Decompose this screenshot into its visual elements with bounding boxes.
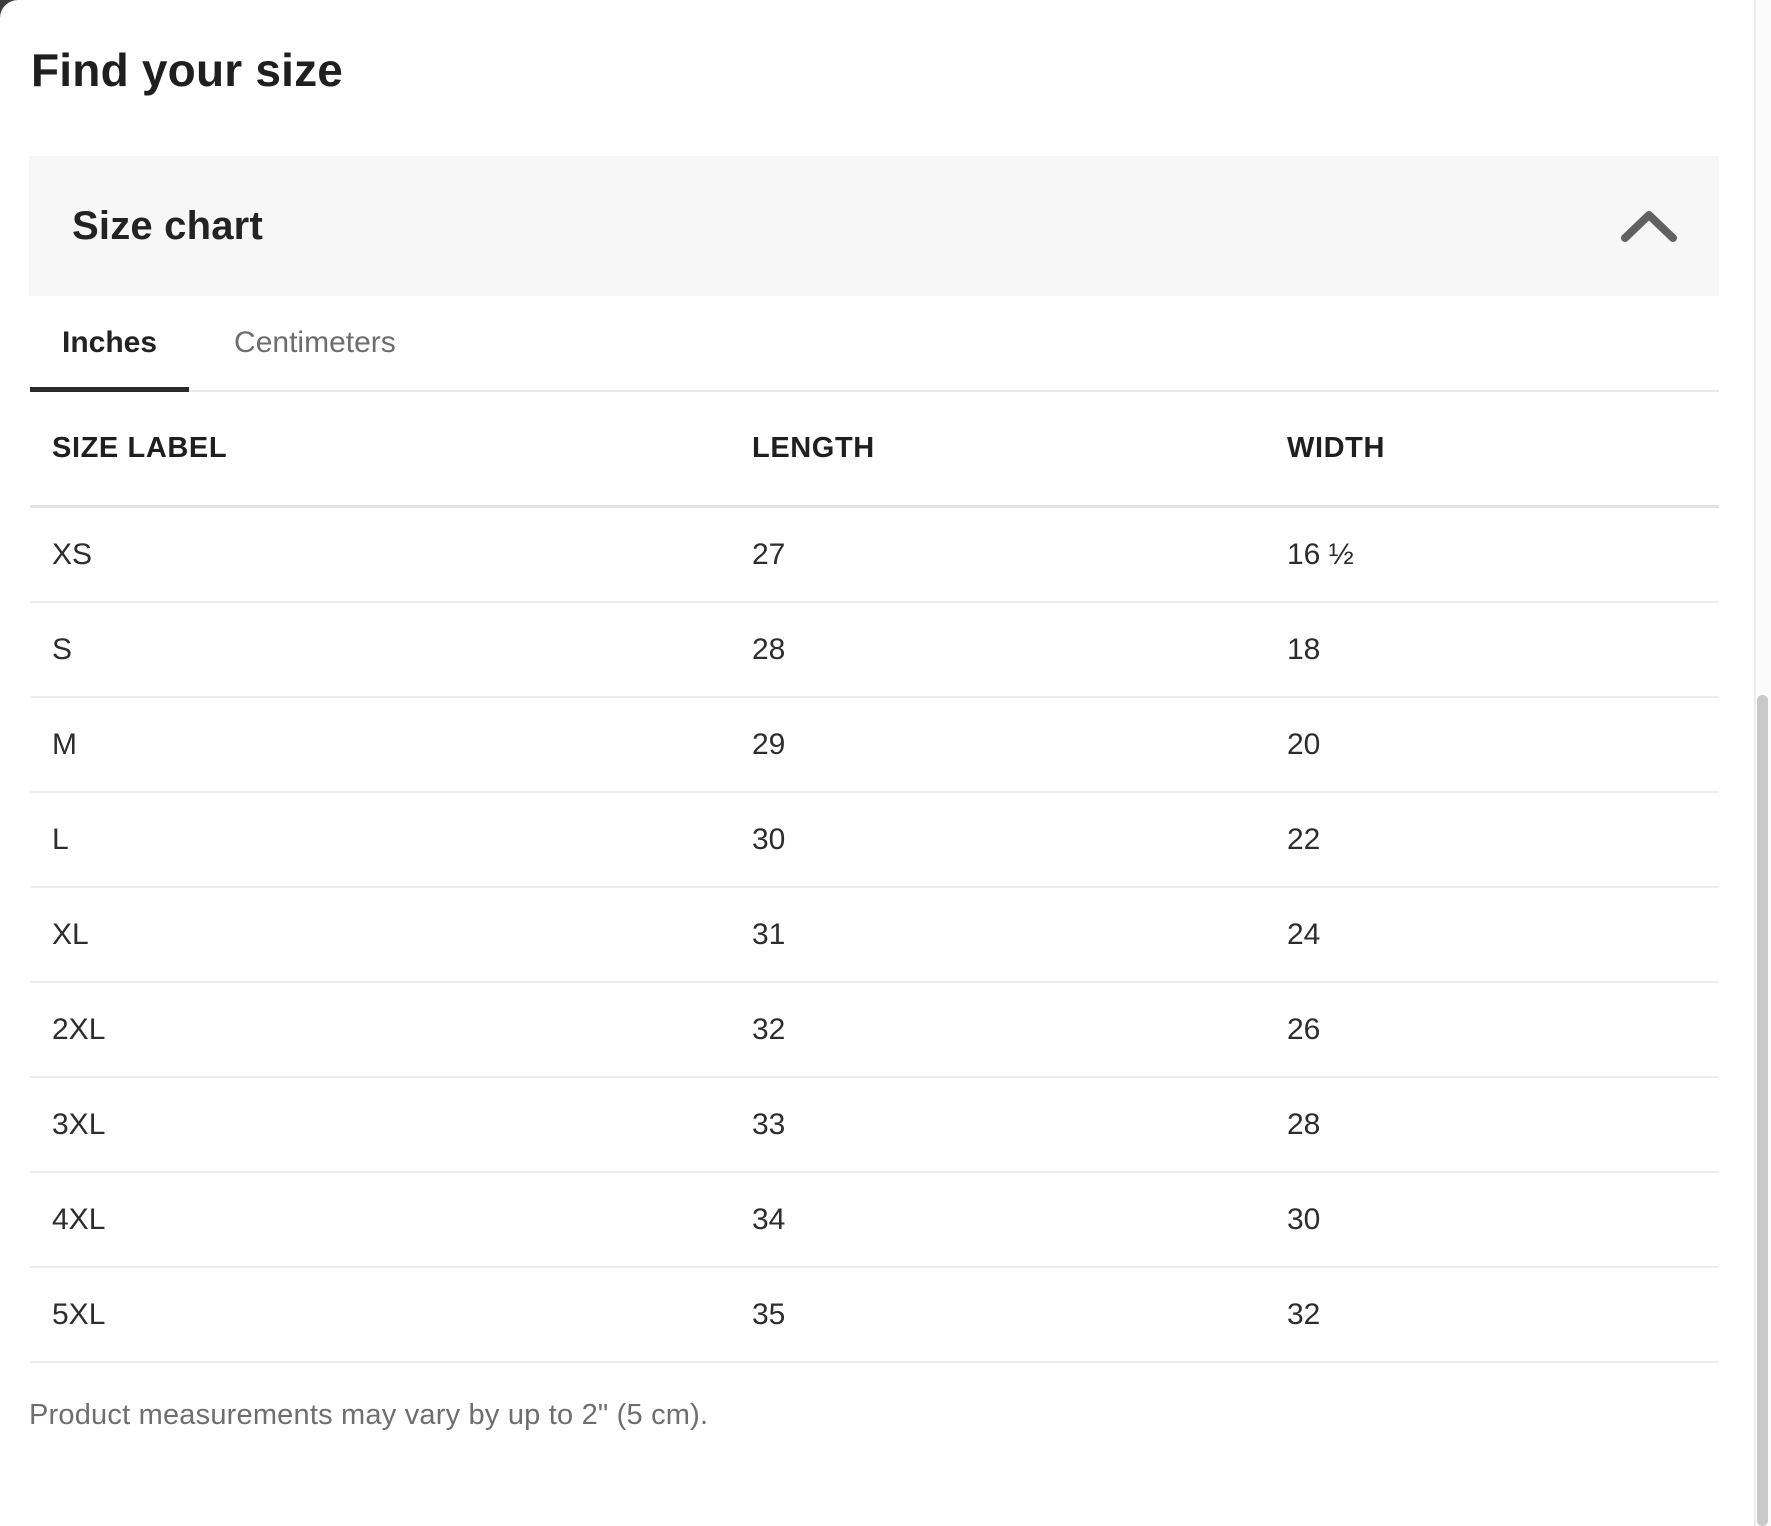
table-cell: 5XL [52, 1297, 106, 1331]
table-cell: 34 [752, 1202, 786, 1236]
table-cell: 2XL [52, 1012, 106, 1046]
table-cell: XS [52, 537, 93, 571]
table-cell: 32 [1287, 1297, 1321, 1331]
table-cell: 33 [752, 1107, 786, 1141]
table-cell: 3XL [52, 1107, 106, 1141]
table-row: XL 31 24 [30, 888, 1719, 984]
table-row: S 28 18 [30, 603, 1719, 699]
table-cell: 32 [752, 1012, 786, 1046]
table-row: XS 27 16 ½ [30, 508, 1719, 604]
column-header: SIZE LABEL [52, 432, 228, 465]
table-cell: S [52, 632, 73, 666]
column-header: LENGTH [752, 432, 875, 465]
table-row: 4XL 34 30 [30, 1173, 1719, 1269]
table-cell: 4XL [52, 1202, 106, 1236]
table-cell: L [52, 822, 69, 856]
table-cell: 22 [1287, 822, 1321, 856]
table-cell: XL [52, 917, 89, 951]
table-cell: 20 [1287, 727, 1321, 761]
accordion-title: Size chart [72, 203, 263, 248]
tab-centimeters[interactable]: Centimeters [234, 326, 396, 360]
chevron-up-icon [1620, 207, 1678, 245]
table-row: M 29 20 [30, 698, 1719, 794]
table-cell: 18 [1287, 632, 1321, 666]
table-cell: 30 [1287, 1202, 1321, 1236]
table-cell: 30 [752, 822, 786, 856]
table-cell: 31 [752, 917, 786, 951]
table-cell: 28 [752, 632, 786, 666]
scrollbar-thumb[interactable] [1757, 695, 1768, 1526]
table-cell: 16 ½ [1287, 537, 1354, 571]
table-header-row: SIZE LABEL LENGTH WIDTH [30, 392, 1719, 509]
unit-tabs: Inches Centimeters [30, 296, 1719, 393]
table-cell: 29 [752, 727, 786, 761]
table-row: 5XL 35 32 [30, 1268, 1719, 1364]
table-cell: 28 [1287, 1107, 1321, 1141]
table-cell: M [52, 727, 77, 761]
size-chart-accordion-header[interactable]: Size chart [29, 156, 1719, 297]
table-row: 3XL 33 28 [30, 1078, 1719, 1174]
tab-inches[interactable]: Inches [30, 296, 190, 393]
table-cell: 27 [752, 537, 786, 571]
size-table: SIZE LABEL LENGTH WIDTH XS 27 16 ½ S 28 18 M 29 20 L… [30, 392, 1719, 1364]
scrollbar-track[interactable] [1754, 0, 1771, 1526]
table-row: 2XL 32 26 [30, 983, 1719, 1079]
table-cell: 35 [752, 1297, 786, 1331]
table-row: L 30 22 [30, 793, 1719, 889]
table-cell: 26 [1287, 1012, 1321, 1046]
measurement-note: Product measurements may vary by up to 2… [29, 1399, 709, 1432]
page-title: Find your size [31, 44, 344, 96]
column-header: WIDTH [1287, 432, 1386, 465]
table-cell: 24 [1287, 917, 1321, 951]
